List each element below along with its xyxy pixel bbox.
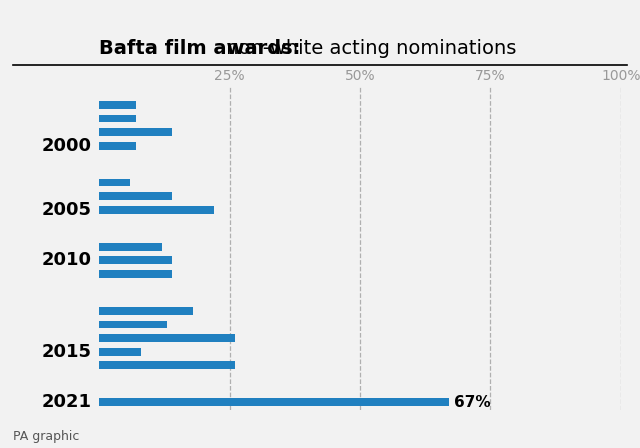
Bar xyxy=(99,334,235,342)
Bar xyxy=(99,128,172,136)
Bar xyxy=(99,270,172,278)
Text: 2015: 2015 xyxy=(42,343,92,361)
Bar xyxy=(99,256,172,264)
Text: PA graphic: PA graphic xyxy=(13,430,79,443)
Text: non-white acting nominations: non-white acting nominations xyxy=(220,39,516,58)
Bar xyxy=(99,362,235,369)
Bar xyxy=(99,348,141,356)
Bar xyxy=(99,206,214,214)
Text: 2000: 2000 xyxy=(42,137,92,155)
Bar xyxy=(99,101,136,109)
Bar xyxy=(99,192,172,200)
Text: 2021: 2021 xyxy=(42,393,92,411)
Text: 2010: 2010 xyxy=(42,251,92,269)
Bar xyxy=(99,115,136,122)
Bar xyxy=(99,320,167,328)
Text: 67%: 67% xyxy=(454,395,490,409)
Bar xyxy=(99,398,449,406)
Text: 2005: 2005 xyxy=(42,201,92,219)
Bar xyxy=(99,142,136,150)
Text: Bafta film awards:: Bafta film awards: xyxy=(99,39,301,58)
Bar xyxy=(99,243,162,250)
Bar xyxy=(99,307,193,314)
Bar xyxy=(99,179,131,186)
